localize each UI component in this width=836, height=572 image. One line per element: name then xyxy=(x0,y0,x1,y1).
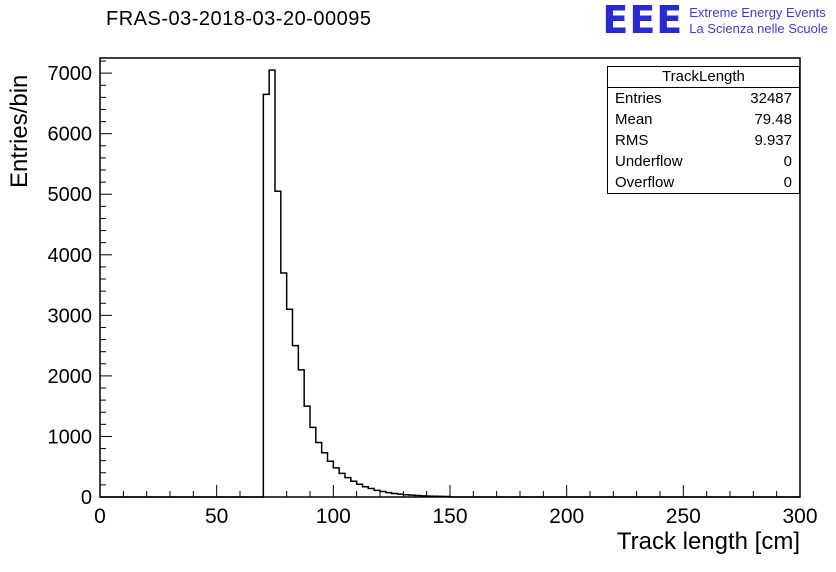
stats-label: Mean xyxy=(615,111,653,128)
x-tick-label: 150 xyxy=(432,505,467,528)
x-tick-label: 50 xyxy=(205,505,228,528)
y-tick-label: 7000 xyxy=(48,63,93,85)
stats-row: Underflow 0 xyxy=(608,151,799,172)
stats-row: Entries 32487 xyxy=(608,88,799,109)
logo-line-2: La Scienza nelle Scuole xyxy=(689,21,828,36)
x-tick-label: 0 xyxy=(94,505,106,528)
x-tick-label: 100 xyxy=(316,505,351,528)
logo-line-1: Extreme Energy Events xyxy=(689,5,826,20)
eee-logo: EEE Extreme Energy Events La Scienza nel… xyxy=(602,0,828,42)
x-axis-title: Track length [cm] xyxy=(616,528,800,555)
y-tick-label: 4000 xyxy=(48,245,93,267)
stats-label: Entries xyxy=(615,90,662,107)
x-tick-label: 200 xyxy=(549,505,584,528)
stats-label: Overflow xyxy=(615,174,675,191)
eee-logo-caption: Extreme Energy Events La Scienza nelle S… xyxy=(689,2,828,37)
stats-value: 32487 xyxy=(750,90,792,107)
eee-logo-text: EEE xyxy=(602,0,684,42)
stats-row: Mean 79.48 xyxy=(608,109,799,130)
stats-row: Overflow 0 xyxy=(608,172,799,193)
y-tick-label: 2000 xyxy=(48,366,93,388)
stats-row: RMS 9.937 xyxy=(608,130,799,151)
y-tick-label: 5000 xyxy=(48,184,93,206)
y-tick-label: 0 xyxy=(81,487,92,509)
stats-title: TrackLength xyxy=(608,67,799,88)
y-axis-title: Entries/bin xyxy=(6,74,33,188)
x-tick-label: 300 xyxy=(782,505,817,528)
stats-label: Underflow xyxy=(615,153,683,170)
stats-box: TrackLength Entries 32487 Mean 79.48 RMS… xyxy=(607,66,800,194)
histogram-line xyxy=(100,69,800,498)
stats-value: 0 xyxy=(783,174,792,191)
stats-label: RMS xyxy=(615,132,649,149)
plot-title: FRAS-03-2018-03-20-00095 xyxy=(106,8,372,30)
x-tick-label: 250 xyxy=(666,505,701,528)
stats-value: 0 xyxy=(783,153,792,170)
stats-value: 9.937 xyxy=(754,132,792,149)
y-tick-label: 6000 xyxy=(48,124,93,146)
stats-value: 79.48 xyxy=(754,111,792,128)
y-tick-label: 3000 xyxy=(48,305,93,327)
y-tick-label: 1000 xyxy=(48,426,93,448)
